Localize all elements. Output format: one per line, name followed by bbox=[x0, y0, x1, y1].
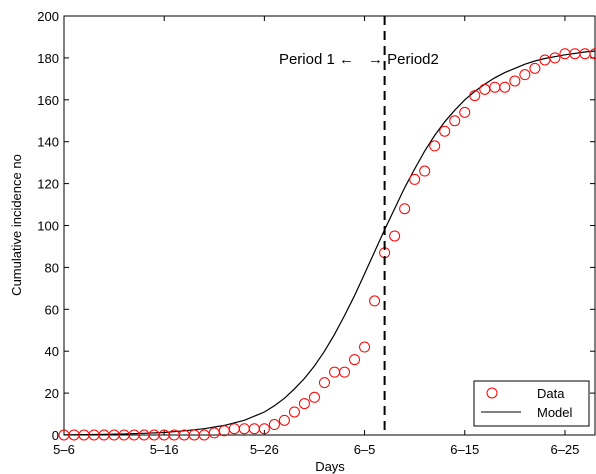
x-tick-label: 6–5 bbox=[354, 442, 376, 457]
legend-data-label: Data bbox=[537, 386, 565, 401]
legend-data-marker bbox=[486, 387, 498, 399]
data-point bbox=[409, 173, 421, 185]
data-point bbox=[369, 295, 381, 307]
data-point bbox=[509, 75, 521, 87]
legend: Data Model bbox=[473, 380, 590, 427]
data-point bbox=[429, 140, 441, 152]
x-axis-title: Days bbox=[315, 459, 345, 474]
data-point bbox=[439, 125, 451, 137]
data-series bbox=[58, 48, 596, 441]
data-point bbox=[549, 52, 561, 64]
data-point bbox=[318, 377, 330, 389]
y-axis-ticks: 0 20 40 60 80 100 120 140 160 180 200 bbox=[37, 9, 595, 443]
x-axis-ticks: 5–6 5–16 5–26 6–5 6–15 6–25 bbox=[53, 16, 579, 457]
data-point bbox=[389, 230, 401, 242]
y-tick-label: 40 bbox=[45, 344, 59, 359]
y-tick-label: 140 bbox=[37, 135, 59, 150]
data-point bbox=[459, 106, 471, 118]
data-point bbox=[258, 423, 270, 435]
data-point bbox=[419, 165, 431, 177]
y-tick-label: 100 bbox=[37, 219, 59, 234]
x-tick-label: 5–16 bbox=[150, 442, 179, 457]
data-point bbox=[349, 354, 361, 366]
data-point bbox=[449, 115, 461, 127]
y-tick-label: 160 bbox=[37, 93, 59, 108]
data-point bbox=[278, 414, 290, 426]
x-tick-label: 5–26 bbox=[250, 442, 279, 457]
y-axis-title: Cumulative incidence no bbox=[9, 154, 24, 296]
legend-model-label: Model bbox=[537, 405, 573, 420]
data-point bbox=[399, 203, 411, 215]
plot-area bbox=[63, 15, 596, 436]
y-tick-label: 80 bbox=[45, 260, 59, 275]
data-point bbox=[589, 48, 596, 60]
period-2-annotation: → Period2 bbox=[368, 51, 439, 68]
data-point bbox=[359, 341, 371, 353]
data-point bbox=[519, 69, 531, 81]
x-tick-label: 5–6 bbox=[53, 442, 75, 457]
y-tick-label: 60 bbox=[45, 302, 59, 317]
y-tick-label: 120 bbox=[37, 177, 59, 192]
y-tick-label: 180 bbox=[37, 51, 59, 66]
data-point bbox=[268, 419, 280, 431]
data-point bbox=[499, 81, 511, 93]
period-1-annotation: Period 1 ← bbox=[279, 51, 354, 68]
data-point bbox=[288, 406, 300, 418]
y-tick-label: 20 bbox=[45, 386, 59, 401]
y-tick-label: 200 bbox=[37, 9, 59, 24]
data-point bbox=[308, 391, 320, 403]
data-point bbox=[469, 90, 481, 102]
data-point bbox=[339, 366, 351, 378]
x-tick-label: 6–15 bbox=[450, 442, 479, 457]
x-tick-label: 6–25 bbox=[550, 442, 579, 457]
data-point bbox=[298, 398, 310, 410]
data-point bbox=[529, 62, 541, 74]
model-series bbox=[63, 50, 596, 436]
y-tick-label: 0 bbox=[52, 428, 59, 443]
model-line bbox=[63, 50, 596, 436]
